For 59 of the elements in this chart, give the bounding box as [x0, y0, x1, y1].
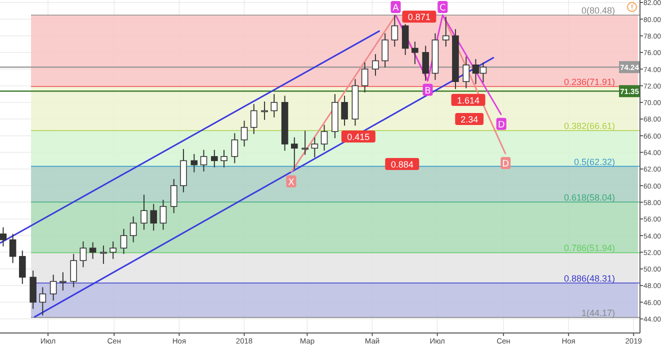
candlestick	[320, 124, 328, 152]
candlestick	[0, 226, 7, 247]
candlestick	[190, 154, 198, 173]
data-label: C	[440, 3, 446, 14]
data-label: B	[424, 86, 431, 96]
candlestick	[261, 101, 268, 120]
data-label: D	[502, 160, 510, 170]
annotation: 0.884	[390, 160, 414, 170]
annotation: 0.415	[347, 132, 370, 142]
candlestick	[270, 94, 278, 118]
candlestick	[200, 149, 208, 172]
candlestick	[110, 240, 116, 260]
candlestick	[60, 272, 66, 292]
annotation: 0.871	[408, 12, 430, 22]
candlestick	[302, 130, 308, 156]
candlestick	[211, 149, 218, 168]
ref-line-label: 0(80.48)	[581, 6, 615, 16]
candlestick	[462, 56, 470, 89]
candlestick	[70, 253, 77, 288]
annotation: 2.34	[460, 114, 478, 125]
candlestick	[422, 45, 429, 82]
candlestick	[231, 132, 238, 164]
candlestick	[341, 95, 348, 126]
candlestick	[311, 136, 318, 158]
data-label: X	[288, 178, 294, 188]
ref-line-label: 0.382(66.61)	[564, 121, 615, 132]
candlestick	[150, 203, 157, 232]
candlestick	[442, 16, 450, 48]
ref-line-label: 0.886(48.31)	[564, 273, 615, 284]
ref-line-label: 1(44.17)	[581, 308, 615, 318]
candlestick	[130, 216, 137, 243]
candlestick	[170, 178, 178, 214]
candlestick	[361, 62, 368, 93]
candlestick	[80, 240, 87, 268]
candlestick	[402, 24, 409, 56]
candlestick	[9, 233, 16, 264]
candlestick	[160, 199, 167, 230]
ref-line-label: 0.5(62.32)	[574, 156, 615, 167]
candlestick	[240, 120, 248, 148]
candlestick	[120, 228, 128, 254]
ref-line-label: 0.236(71.91)	[564, 76, 615, 87]
candlestick	[19, 250, 26, 284]
data-label: D	[498, 120, 505, 130]
candlestick	[391, 14, 398, 48]
candlestick	[100, 245, 107, 264]
candlestick	[89, 242, 96, 260]
candlestick	[50, 274, 57, 302]
candlestick	[382, 32, 388, 68]
candlestick	[39, 286, 46, 316]
annotation: 1.614	[457, 95, 480, 106]
candlestick	[291, 136, 298, 170]
candlestick	[220, 149, 228, 168]
ref-line-label: 0.786(51.94)	[564, 243, 615, 254]
data-label: A	[392, 3, 400, 14]
candlestick	[372, 54, 379, 76]
candlestick	[412, 41, 418, 65]
ref-line-label: 0.618(58.04)	[564, 192, 615, 202]
candlestick	[140, 194, 148, 230]
candlestick	[250, 104, 258, 135]
